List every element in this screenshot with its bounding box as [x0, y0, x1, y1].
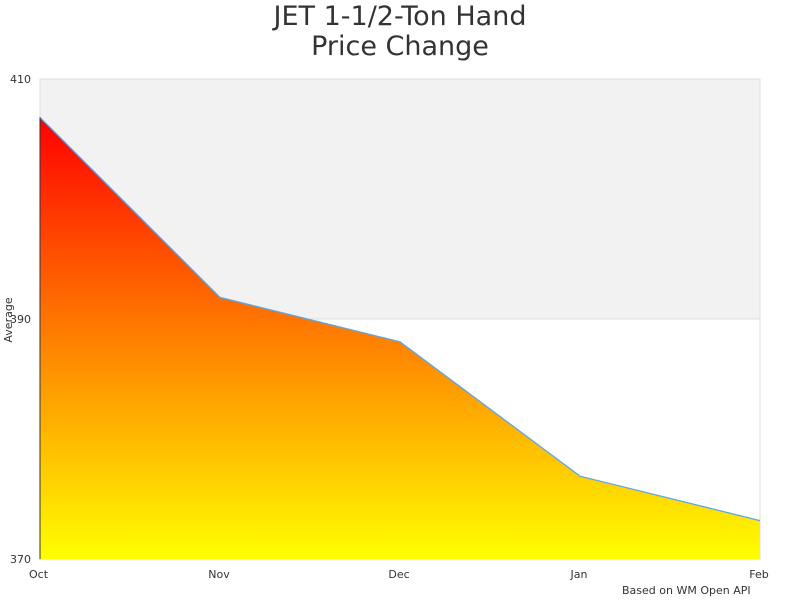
x-tick-label: Jan — [570, 568, 588, 581]
y-tick-label: 370 — [10, 553, 31, 566]
x-tick-label: Dec — [388, 568, 409, 581]
y-axis-label: Average — [2, 297, 15, 342]
x-tick-label: Nov — [208, 568, 230, 581]
area-fill — [40, 117, 760, 560]
chart-title-line-1: JET 1-1/2-Ton Hand — [273, 1, 527, 32]
y-tick-label: 390 — [10, 313, 31, 326]
credit-text: Based on WM Open API — [622, 584, 751, 597]
y-tick-label: 410 — [10, 73, 31, 86]
x-tick-label: Oct — [29, 568, 49, 581]
chart-title: JET 1-1/2-Ton Hand Price Change — [0, 2, 800, 62]
chart-title-line-2: Price Change — [311, 31, 489, 62]
x-tick-label: Feb — [749, 568, 768, 581]
